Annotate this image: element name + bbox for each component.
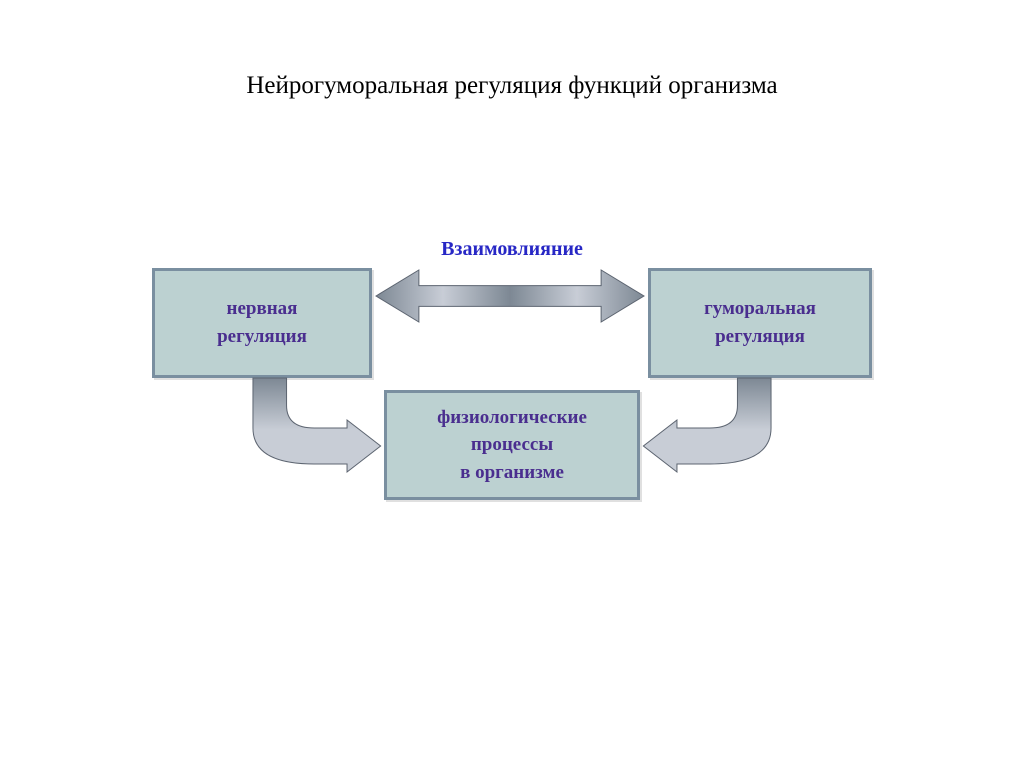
node-text-line: гуморальная <box>704 295 816 323</box>
page-title: Нейрогуморальная регуляция функций орган… <box>0 72 1024 100</box>
node-text-line: физиологические <box>437 404 587 432</box>
node-text-line: в организме <box>460 459 564 487</box>
interaction-label: Взаимовлияние <box>376 238 648 261</box>
node-text-line: регуляция <box>217 323 307 351</box>
node-nervous-regulation: нервная регуляция <box>152 268 372 378</box>
curved-arrow-left-icon <box>216 378 384 478</box>
diagram: Взаимовлияние нервная регуляция гумораль… <box>152 238 872 518</box>
curved-arrow-right-icon <box>640 378 808 478</box>
bidirectional-arrow-icon <box>376 270 644 322</box>
node-humoral-regulation: гуморальная регуляция <box>648 268 872 378</box>
node-physiological-processes: физиологические процессы в организме <box>384 390 640 500</box>
node-text-line: регуляция <box>715 323 805 351</box>
node-text-line: нервная <box>227 295 298 323</box>
node-text-line: процессы <box>471 431 553 459</box>
